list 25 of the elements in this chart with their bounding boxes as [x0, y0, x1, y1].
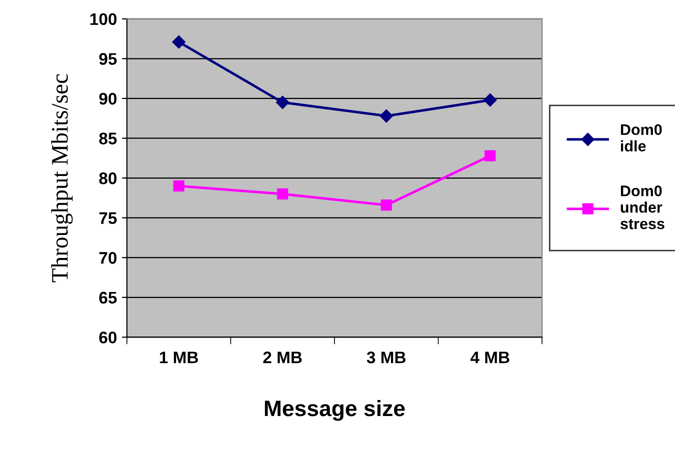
x-tick-label: 1 MB: [160, 352, 198, 364]
y-tick-label: 60: [99, 332, 116, 344]
point: [484, 93, 497, 107]
legend-label: Dom0 under stress: [620, 185, 664, 230]
y-tick-label: 80: [99, 172, 116, 184]
point: [172, 35, 186, 49]
y-tick-label: 95: [99, 53, 117, 65]
y-tick-label: 100: [90, 13, 116, 26]
y-tick-label: 85: [99, 132, 117, 144]
legend-label: Dom0 idle: [620, 124, 662, 152]
point: [277, 188, 288, 200]
x-tick-label: 4 MB: [470, 352, 510, 364]
x-tick-label: 2 MB: [263, 352, 302, 364]
y-tick-label: 65: [99, 292, 117, 304]
x-axis-title: Message size: [264, 400, 405, 421]
point: [173, 180, 184, 192]
y-tick-label: 75: [99, 212, 117, 224]
point: [276, 96, 290, 110]
y-axis-title: Throughput Mbits/sec: [51, 74, 73, 282]
x-tick-label: 3 MB: [366, 352, 406, 364]
point: [484, 150, 496, 162]
point: [380, 109, 393, 123]
y-tick-label: 70: [99, 252, 116, 264]
point: [380, 200, 392, 211]
y-tick-label: 90: [99, 92, 116, 105]
